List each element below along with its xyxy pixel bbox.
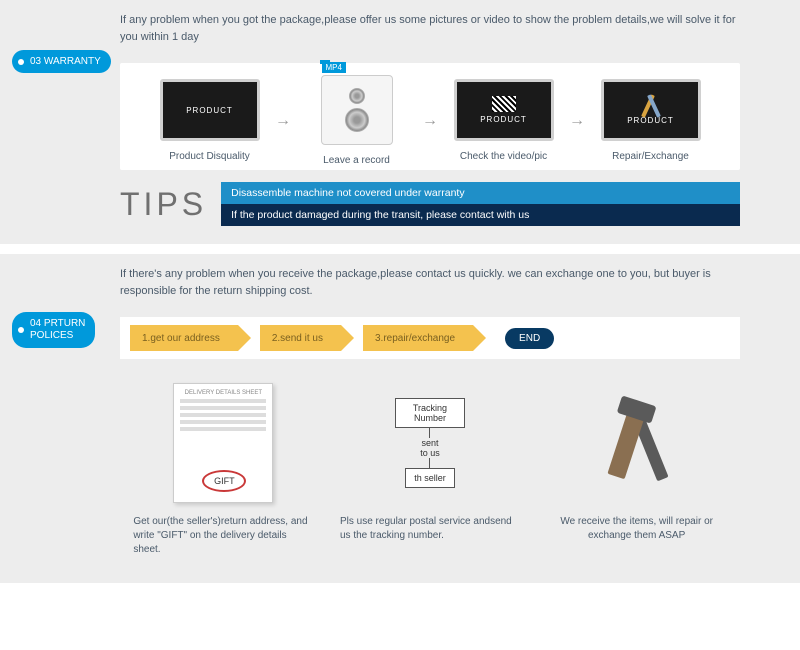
return-steps-row: 1.get our address 2.send it us 3.repair/… xyxy=(120,317,740,359)
lower-item: We receive the items, will repair or exc… xyxy=(547,383,727,557)
speaker-icon: MP4 xyxy=(321,75,393,145)
return-badge: 04 PRTURN POLICES xyxy=(12,312,95,348)
process-item: MP4 Leave a record xyxy=(299,75,414,166)
arrow-icon: → xyxy=(275,112,291,130)
tip-bar: If the product damaged during the transi… xyxy=(221,204,740,226)
tracking-diagram: Tracking Number sent to us th seller xyxy=(395,398,465,488)
tips-label: TIPS xyxy=(120,182,221,226)
hammer-wrench-icon xyxy=(592,398,682,488)
product-video-icon: PRODUCT xyxy=(454,79,554,141)
process-label: Leave a record xyxy=(323,155,390,166)
product-screen-icon: PRODUCT xyxy=(160,79,260,141)
arrow-icon: → xyxy=(569,112,585,130)
process-item: PRODUCT Product Disquality xyxy=(152,79,267,162)
end-badge: END xyxy=(505,328,554,349)
mp4-tag: MP4 xyxy=(322,62,346,73)
gift-circle: GIFT xyxy=(202,470,246,492)
step-chevron: 3.repair/exchange xyxy=(363,325,473,351)
step-chevron: 1.get our address xyxy=(130,325,238,351)
process-label: Repair/Exchange xyxy=(612,151,689,162)
delivery-sheet-icon: DELIVERY DETAILS SHEET GIFT xyxy=(173,383,273,503)
process-item: PRODUCT Check the video/pic xyxy=(446,79,561,162)
process-label: Check the video/pic xyxy=(460,151,547,162)
step-chevron: 2.send it us xyxy=(260,325,341,351)
lower-caption: We receive the items, will repair or exc… xyxy=(547,515,727,543)
warranty-intro: If any problem when you got the package,… xyxy=(120,12,740,45)
return-intro: If there's any problem when you receive … xyxy=(120,266,740,299)
lower-item: Tracking Number sent to us th seller Pls… xyxy=(340,383,520,557)
warranty-section: 03 WARRANTY If any problem when you got … xyxy=(0,0,800,244)
return-lower-row: DELIVERY DETAILS SHEET GIFT Get our(the … xyxy=(120,383,740,557)
lower-item: DELIVERY DETAILS SHEET GIFT Get our(the … xyxy=(133,383,313,557)
arrow-icon: → xyxy=(422,112,438,130)
product-tools-icon: PRODUCT xyxy=(601,79,701,141)
process-label: Product Disquality xyxy=(169,151,250,162)
return-section: 04 PRTURN POLICES If there's any problem… xyxy=(0,254,800,583)
lower-caption: Get our(the seller's)return address, and… xyxy=(133,515,313,557)
tip-bar: Disassemble machine not covered under wa… xyxy=(221,182,740,204)
tips-row: TIPS Disassemble machine not covered und… xyxy=(120,182,740,226)
process-item: PRODUCT Repair/Exchange xyxy=(593,79,708,162)
warranty-process-row: PRODUCT Product Disquality → MP4 Leave a… xyxy=(120,63,740,170)
lower-caption: Pls use regular postal service andsend u… xyxy=(340,515,520,543)
warranty-badge: 03 WARRANTY xyxy=(12,50,111,73)
